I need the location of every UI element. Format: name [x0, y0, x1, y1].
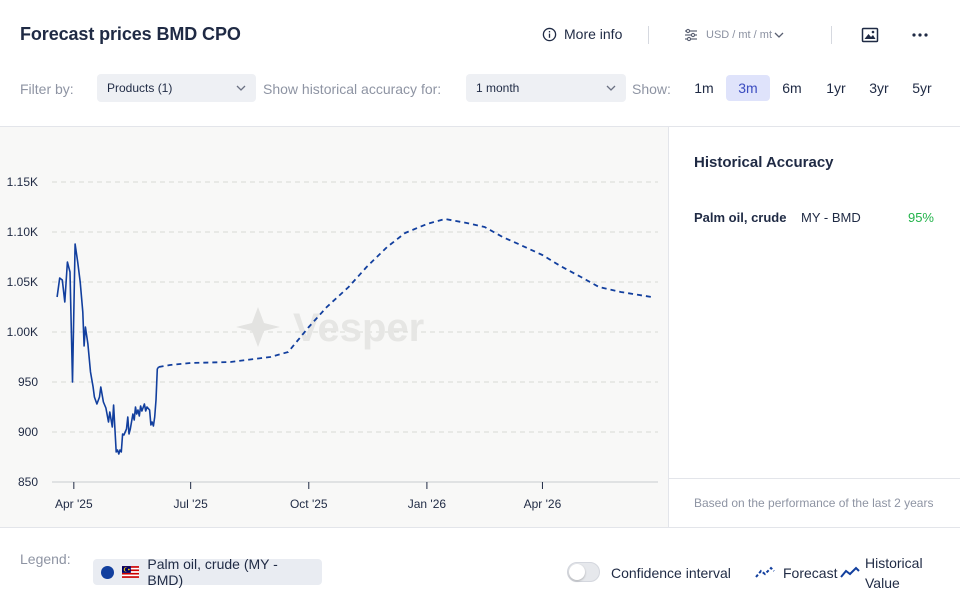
- section-divider: [0, 126, 960, 127]
- range-button-1yr[interactable]: 1yr: [826, 80, 846, 96]
- panel-divider: [669, 478, 960, 479]
- legend-divider: [0, 527, 960, 528]
- y-tick-label: 1.05K: [7, 275, 38, 289]
- x-tick-label: Jul '25: [174, 497, 209, 511]
- page-title: Forecast prices BMD CPO: [20, 24, 241, 44]
- x-tick-label: Jan '26: [408, 497, 447, 511]
- x-tick-label: Oct '25: [290, 497, 328, 511]
- range-button-6m[interactable]: 6m: [782, 80, 802, 96]
- unit-label: USD / mt / mt: [706, 29, 772, 41]
- y-tick-label: 1.15K: [7, 175, 38, 189]
- legend-series-chip[interactable]: Palm oil, crude (MY - BMD): [93, 556, 322, 588]
- more-horizontal-icon: [912, 33, 928, 37]
- confidence-interval-toggle[interactable]: [567, 562, 600, 582]
- accuracy-period-dropdown[interactable]: 1 month: [466, 74, 626, 102]
- header-separator: [831, 26, 832, 44]
- chevron-down-icon: [774, 32, 784, 38]
- y-tick-label: 1.00K: [7, 325, 38, 339]
- legend-label: Legend:: [20, 551, 71, 567]
- legend-chip-label: Palm oil, crude (MY - BMD): [147, 556, 278, 588]
- image-icon: [861, 27, 879, 43]
- price-chart[interactable]: Vesper 1.15K 1.10K 1.05K 1.00K 950 900 850 Apr …: [0, 127, 668, 527]
- chevron-down-icon: [236, 85, 246, 91]
- historical-line-icon: [840, 566, 860, 578]
- y-tick-label: 900: [18, 425, 38, 439]
- series-color-dot: [101, 565, 114, 579]
- unit-selector[interactable]: USD / mt / mt: [684, 28, 784, 42]
- accuracy-footnote: Based on the performance of the last 2 y…: [694, 496, 934, 510]
- range-button-3m[interactable]: 3m: [726, 75, 770, 101]
- historical-accuracy-label: Show historical accuracy for:: [263, 81, 442, 97]
- historical-legend-label-line2: Value: [865, 575, 900, 591]
- range-button-5yr[interactable]: 5yr: [912, 80, 932, 96]
- y-tick-label: 1.10K: [7, 225, 38, 239]
- historical-series-line: [56, 243, 160, 455]
- more-info-label: More info: [564, 26, 623, 42]
- sliders-icon: [685, 28, 697, 42]
- chevron-down-icon: [606, 85, 616, 91]
- image-export-button[interactable]: [859, 24, 881, 46]
- watermark-logo: [236, 307, 280, 347]
- show-label: Show:: [632, 81, 671, 97]
- header: Forecast prices BMD CPO More info USD / …: [0, 0, 960, 70]
- accuracy-product: Palm oil, crude: [694, 210, 787, 225]
- y-tick-label: 850: [18, 475, 38, 489]
- forecast-legend-label: Forecast: [783, 565, 838, 581]
- toggle-knob: [569, 564, 585, 580]
- malaysia-flag-icon: [121, 566, 140, 578]
- filter-by-label: Filter by:: [20, 81, 74, 97]
- y-tick-label: 950: [18, 375, 38, 389]
- historical-accuracy-title: Historical Accuracy: [694, 154, 834, 171]
- filter-row: Filter by: Products (1) Show historical …: [0, 74, 960, 102]
- historical-accuracy-panel: Historical Accuracy Palm oil, crude MY -…: [668, 127, 960, 527]
- watermark: Vesper: [236, 306, 424, 350]
- info-icon: [542, 27, 557, 41]
- accuracy-value: 95%: [907, 210, 934, 225]
- header-separator: [648, 26, 649, 44]
- forecast-series-line: [158, 218, 652, 368]
- historical-legend-label-line1: Historical: [865, 555, 923, 571]
- more-options-button[interactable]: [909, 24, 931, 46]
- range-button-1m[interactable]: 1m: [694, 80, 714, 96]
- x-tick-label: Apr '26: [524, 497, 562, 511]
- confidence-interval-label: Confidence interval: [611, 565, 731, 581]
- products-dropdown[interactable]: Products (1): [97, 74, 256, 102]
- products-value: Products (1): [107, 81, 173, 95]
- range-button-3yr[interactable]: 3yr: [869, 80, 889, 96]
- x-tick-label: Apr '25: [55, 497, 93, 511]
- chart-panel: Vesper 1.15K 1.10K 1.05K 1.00K 950 900 850 Apr …: [0, 127, 668, 527]
- accuracy-market: MY - BMD: [801, 210, 861, 225]
- more-info-button[interactable]: More info: [542, 26, 622, 42]
- accuracy-period-value: 1 month: [476, 81, 520, 95]
- watermark-text: Vesper: [293, 306, 424, 350]
- forecast-line-icon: [755, 566, 775, 578]
